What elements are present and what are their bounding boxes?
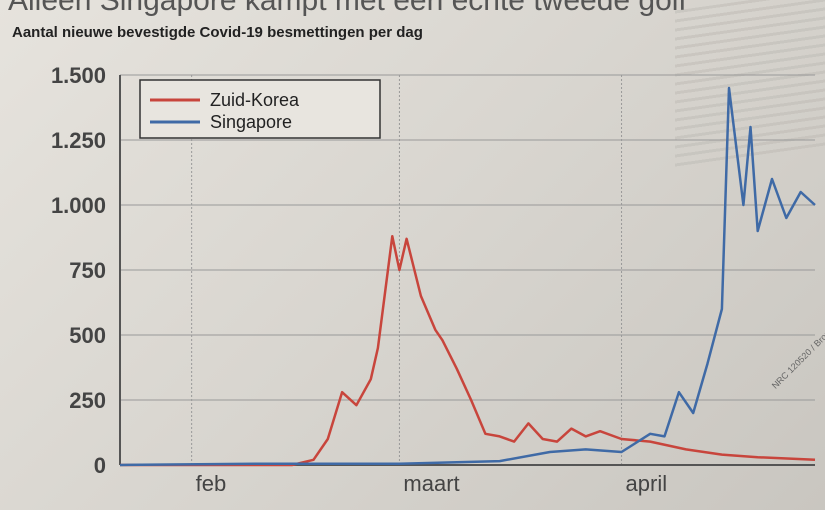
y-tick-label: 1.000 — [51, 193, 106, 218]
legend-label: Singapore — [210, 112, 292, 132]
series-line-singapore — [119, 86, 816, 467]
x-tick-label: maart — [403, 471, 459, 496]
y-tick-label: 0 — [94, 453, 106, 478]
y-tick-label: 1.500 — [51, 63, 106, 88]
series-line-zuid-korea — [120, 234, 816, 467]
x-tick-label: april — [626, 471, 668, 496]
y-tick-label: 750 — [69, 258, 106, 283]
y-tick-label: 500 — [69, 323, 106, 348]
legend-box — [139, 79, 381, 139]
y-tick-label: 1.250 — [51, 128, 106, 153]
headline: Alleen Singapore kampt met een echte twe… — [8, 0, 687, 17]
chart-title: Aantal nieuwe bevestigde Covid-19 besmet… — [12, 24, 423, 41]
y-tick-label: 250 — [69, 388, 106, 413]
legend-label: Zuid-Korea — [210, 90, 300, 110]
x-tick-label: feb — [196, 471, 227, 496]
